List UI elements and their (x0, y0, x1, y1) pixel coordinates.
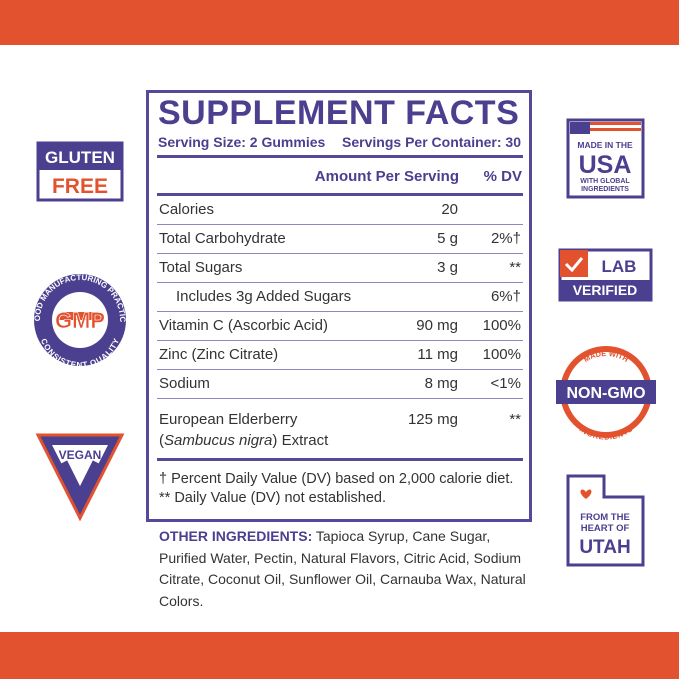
badge-text: VEGAN (59, 448, 102, 462)
serving-size: Serving Size: 2 Gummies (158, 134, 326, 150)
badge-text: NON-GMO (566, 385, 645, 402)
other-ingredients: OTHER INGREDIENTS: Tapioca Syrup, Cane S… (159, 526, 529, 612)
badge-text: USA (579, 151, 632, 179)
row-rule (157, 282, 523, 283)
dv: ** (509, 259, 521, 276)
non-gmo-badge: MADE WITH INGREDIENTS NON-GMO (556, 346, 656, 442)
footnote: † Percent Daily Value (DV) based on 2,00… (159, 471, 514, 487)
badge-text: INGREDIENTS (581, 186, 629, 193)
col-dv: % DV (483, 168, 522, 185)
amount: 3 g (437, 259, 458, 276)
nutrient-name: Total Sugars (159, 259, 243, 276)
badge-text: UTAH (579, 537, 630, 558)
badge-text: FREE (52, 175, 108, 198)
dv: 6%† (490, 288, 521, 305)
text: ) Extract (272, 432, 329, 449)
text: Tapioca Syrup, Cane Sugar, Purified Wate… (159, 528, 526, 609)
label: OTHER INGREDIENTS: (159, 528, 313, 544)
badge-text: LAB (602, 257, 637, 276)
rule (157, 193, 523, 196)
badge-text: FROM THE (580, 512, 630, 523)
nutrient-name: Includes 3g Added Sugars (176, 288, 352, 305)
usa-badge: MADE IN THE USA WITH GLOBAL INGREDIENTS (566, 118, 645, 199)
amount: 8 mg (424, 375, 458, 392)
dv: 100% (482, 346, 521, 363)
title: SUPPLEMENT FACTS (158, 94, 520, 132)
badge-text: HEART OF (581, 523, 630, 534)
utah-badge: FROM THE HEART OF UTAH (566, 474, 645, 567)
gluten-free-badge: GLUTEN FREE (36, 141, 124, 202)
amount: 11 mg (417, 346, 458, 363)
amount: 20 (441, 201, 458, 218)
rule (157, 458, 523, 461)
badge-text: MADE IN THE (577, 140, 633, 150)
servings-per-container: Servings Per Container: 30 (342, 134, 521, 150)
badge-text: WITH GLOBAL (580, 178, 630, 185)
latin-name: Sambucus nigra (164, 432, 273, 449)
nutrient-name: Calories (159, 201, 215, 218)
vegan-badge: VEGAN (35, 433, 125, 522)
col-amount: Amount Per Serving (314, 168, 459, 185)
nutrient-name: Total Carbohydrate (159, 230, 286, 247)
nutrient-name: Zinc (Zinc Citrate) (159, 346, 279, 363)
row-rule (157, 340, 523, 341)
rule (157, 155, 523, 158)
footnote: ** Daily Value (DV) not established. (159, 490, 387, 506)
dv: <1% (490, 375, 521, 392)
badge-text: VERIFIED (573, 282, 638, 298)
dv: 2%† (490, 230, 521, 247)
nutrient-name: Vitamin C (Ascorbic Acid) (159, 317, 328, 334)
amount: 90 mg (416, 317, 458, 334)
row-rule (157, 224, 523, 225)
bottom-band (0, 632, 679, 679)
dv: ** (509, 411, 521, 428)
text: ( (159, 432, 164, 449)
row-rule (157, 311, 523, 312)
row-rule (157, 398, 523, 399)
row-rule (157, 253, 523, 254)
row-rule (157, 369, 523, 370)
nutrient-name: Sodium (159, 375, 210, 392)
dv: 100% (482, 317, 521, 334)
lab-badge: LAB VERIFIED (558, 248, 653, 302)
top-band (0, 0, 679, 45)
badge-text: GMP (55, 308, 105, 333)
badge-text: GLUTEN (45, 148, 115, 167)
elderberry-name-2: (Sambucus nigra) Extract (159, 432, 328, 449)
amount: 125 mg (407, 411, 458, 428)
elderberry-name: European Elderberry (159, 411, 298, 428)
facts-panel (146, 90, 532, 522)
amount: 5 g (437, 230, 458, 247)
